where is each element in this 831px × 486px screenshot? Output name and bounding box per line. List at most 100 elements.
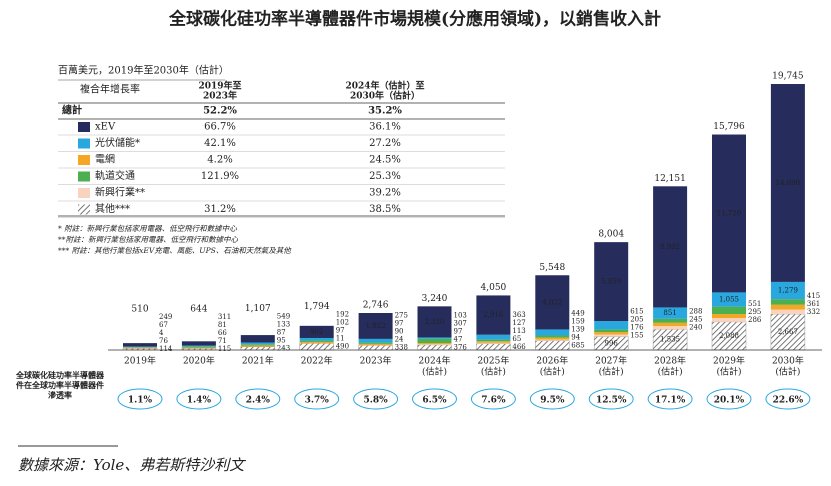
bar-segment bbox=[535, 329, 569, 335]
value-label: 11,720 bbox=[717, 209, 742, 217]
total-label: 644 bbox=[190, 305, 207, 315]
legend-label: 新興行業** bbox=[95, 186, 145, 199]
bar-segment bbox=[241, 344, 275, 345]
value-label: 14,690 bbox=[776, 179, 801, 187]
source: 數據來源：Yole、弗若斯特沙利文 bbox=[18, 456, 246, 474]
bar-segment bbox=[476, 341, 510, 343]
legend-label: 其他*** bbox=[95, 202, 130, 215]
value-label: 2,667 bbox=[778, 328, 798, 336]
penetration-label: 1.4% bbox=[187, 396, 212, 406]
table-cell: 38.5% bbox=[369, 204, 401, 215]
value-label: 338 bbox=[395, 344, 408, 352]
x-tick-label: 2028年 bbox=[654, 355, 686, 367]
value-label: 97 bbox=[454, 327, 463, 335]
value-label: 192 bbox=[336, 311, 349, 319]
legend-label: 光伏儲能* bbox=[95, 136, 140, 149]
total-label: 1,107 bbox=[245, 304, 271, 314]
value-label: 615 bbox=[630, 308, 643, 316]
bar-segment bbox=[594, 332, 628, 334]
footnote: *** 附註：其他行業包括xEV充電、風能、UPS、石油和天然氣及其他 bbox=[58, 246, 292, 255]
value-label: 11 bbox=[336, 335, 345, 343]
total-label: 8,004 bbox=[598, 230, 624, 240]
value-label: 81 bbox=[218, 321, 227, 329]
value-label: 102 bbox=[336, 319, 349, 327]
value-label: 1,279 bbox=[778, 287, 798, 295]
bar-segment bbox=[712, 314, 746, 318]
bar-segment bbox=[359, 339, 393, 343]
unit-note: 百萬美元，2019年至2030年（估計） bbox=[58, 64, 229, 77]
value-label: 4 bbox=[159, 329, 164, 337]
penetration-label: 3.7% bbox=[305, 396, 330, 406]
bar-segment bbox=[300, 341, 334, 342]
value-label: 1,922 bbox=[366, 322, 386, 330]
value-label: 311 bbox=[218, 313, 231, 321]
value-label: 332 bbox=[807, 308, 820, 316]
legend-swatch bbox=[78, 172, 90, 182]
footnote: * 附註：新興行業包括家用電器、低空飛行和數據中心 bbox=[58, 224, 237, 233]
penetration-title: 滲透率 bbox=[48, 390, 72, 400]
value-label: 1,055 bbox=[719, 296, 739, 304]
x-tick-label: (估計) bbox=[658, 366, 683, 378]
bar-segment bbox=[594, 329, 628, 332]
x-tick-label: (估計) bbox=[775, 366, 800, 378]
value-label: 67 bbox=[159, 321, 168, 329]
value-label: 139 bbox=[571, 325, 584, 333]
bar-segment bbox=[418, 343, 452, 344]
table-cell: 52.2% bbox=[203, 106, 237, 117]
bar-segment bbox=[182, 346, 216, 347]
table-column-header: 2030年（估計） bbox=[350, 90, 420, 102]
bar-segment bbox=[300, 342, 334, 343]
value-label: 103 bbox=[454, 311, 467, 319]
bar-segment bbox=[359, 344, 393, 345]
value-label: 275 bbox=[395, 312, 408, 320]
value-label: 115 bbox=[218, 345, 231, 353]
value-label: 159 bbox=[571, 317, 584, 325]
value-label: 851 bbox=[663, 309, 676, 317]
total-label: 510 bbox=[131, 305, 148, 315]
x-tick-label: 2030年 bbox=[772, 355, 804, 367]
penetration-label: 1.1% bbox=[128, 396, 153, 406]
bar-segment bbox=[418, 345, 452, 350]
x-tick-label: 2025年 bbox=[477, 355, 509, 367]
table-column-header: 2024年（估計）至 bbox=[345, 80, 424, 92]
value-label: 415 bbox=[807, 292, 820, 300]
bar-segment bbox=[535, 340, 569, 341]
bar-segment bbox=[182, 347, 216, 348]
value-label: 549 bbox=[277, 312, 290, 320]
value-label: 87 bbox=[277, 328, 286, 336]
x-tick-label: 2023年 bbox=[360, 355, 392, 367]
penetration-label: 2.4% bbox=[246, 396, 271, 406]
bar-segment bbox=[653, 326, 687, 329]
value-label: 286 bbox=[748, 316, 762, 324]
legend-label: 軌道交通 bbox=[95, 169, 135, 182]
legend-label: xEV bbox=[95, 122, 116, 133]
table-column-header: 2019年至 bbox=[198, 80, 241, 92]
legend-swatch bbox=[78, 155, 90, 165]
x-tick-label: (估計) bbox=[540, 366, 565, 378]
total-label: 1,794 bbox=[304, 302, 330, 312]
total-label: 19,745 bbox=[772, 72, 804, 82]
table-column-header: 2023年 bbox=[203, 90, 237, 102]
bar-segment bbox=[241, 345, 275, 346]
bar-segment bbox=[300, 343, 334, 350]
table-row-label: 總計 bbox=[62, 104, 82, 117]
total-label: 12,151 bbox=[654, 174, 686, 184]
value-label: 113 bbox=[512, 327, 525, 335]
bar-segment bbox=[241, 335, 275, 342]
table-cell: 4.2% bbox=[207, 155, 232, 166]
table-cell: 31.2% bbox=[204, 204, 236, 215]
bar-segment bbox=[535, 338, 569, 340]
value-label: 76 bbox=[159, 337, 168, 345]
x-tick-label: (估計) bbox=[422, 366, 447, 378]
value-label: 5,859 bbox=[601, 278, 621, 286]
penetration-label: 5.8% bbox=[363, 396, 388, 406]
value-label: 361 bbox=[807, 300, 820, 308]
table-header: 複合年增長率 bbox=[80, 83, 140, 96]
total-label: 3,240 bbox=[422, 294, 448, 304]
total-label: 2,746 bbox=[363, 301, 389, 311]
bar-segment bbox=[653, 323, 687, 326]
value-label: 685 bbox=[571, 341, 584, 349]
value-label: 996 bbox=[605, 339, 619, 347]
x-tick-label: (估計) bbox=[481, 366, 506, 378]
